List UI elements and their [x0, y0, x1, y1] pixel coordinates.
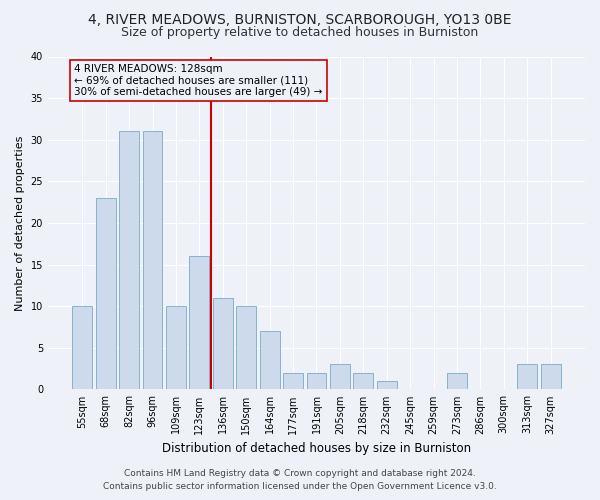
Bar [541, 364, 560, 390]
Bar [307, 373, 326, 390]
Text: Size of property relative to detached houses in Burniston: Size of property relative to detached ho… [121, 26, 479, 39]
Bar [283, 373, 303, 390]
Bar [190, 256, 209, 390]
Bar [96, 198, 116, 390]
Bar [119, 132, 139, 390]
Text: Contains HM Land Registry data © Crown copyright and database right 2024.
Contai: Contains HM Land Registry data © Crown c… [103, 470, 497, 491]
Bar [377, 381, 397, 390]
Bar [236, 306, 256, 390]
Bar [330, 364, 350, 390]
Bar [353, 373, 373, 390]
Bar [517, 364, 537, 390]
Text: 4 RIVER MEADOWS: 128sqm
← 69% of detached houses are smaller (111)
30% of semi-d: 4 RIVER MEADOWS: 128sqm ← 69% of detache… [74, 64, 322, 97]
Y-axis label: Number of detached properties: Number of detached properties [15, 136, 25, 310]
Bar [260, 331, 280, 390]
Bar [447, 373, 467, 390]
Bar [213, 298, 233, 390]
Bar [143, 132, 163, 390]
X-axis label: Distribution of detached houses by size in Burniston: Distribution of detached houses by size … [162, 442, 471, 455]
Text: 4, RIVER MEADOWS, BURNISTON, SCARBOROUGH, YO13 0BE: 4, RIVER MEADOWS, BURNISTON, SCARBOROUGH… [88, 12, 512, 26]
Bar [73, 306, 92, 390]
Bar [166, 306, 186, 390]
